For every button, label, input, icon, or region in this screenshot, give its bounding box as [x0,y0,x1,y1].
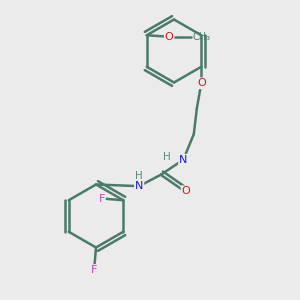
Text: F: F [91,265,98,275]
Text: F: F [98,194,105,204]
Text: O: O [165,32,174,42]
Text: CH₃: CH₃ [192,32,210,42]
Text: N: N [135,181,143,191]
Text: N: N [179,155,188,165]
Text: H: H [135,171,142,181]
Text: H: H [163,152,171,162]
Text: O: O [197,78,206,88]
Text: O: O [182,186,190,196]
